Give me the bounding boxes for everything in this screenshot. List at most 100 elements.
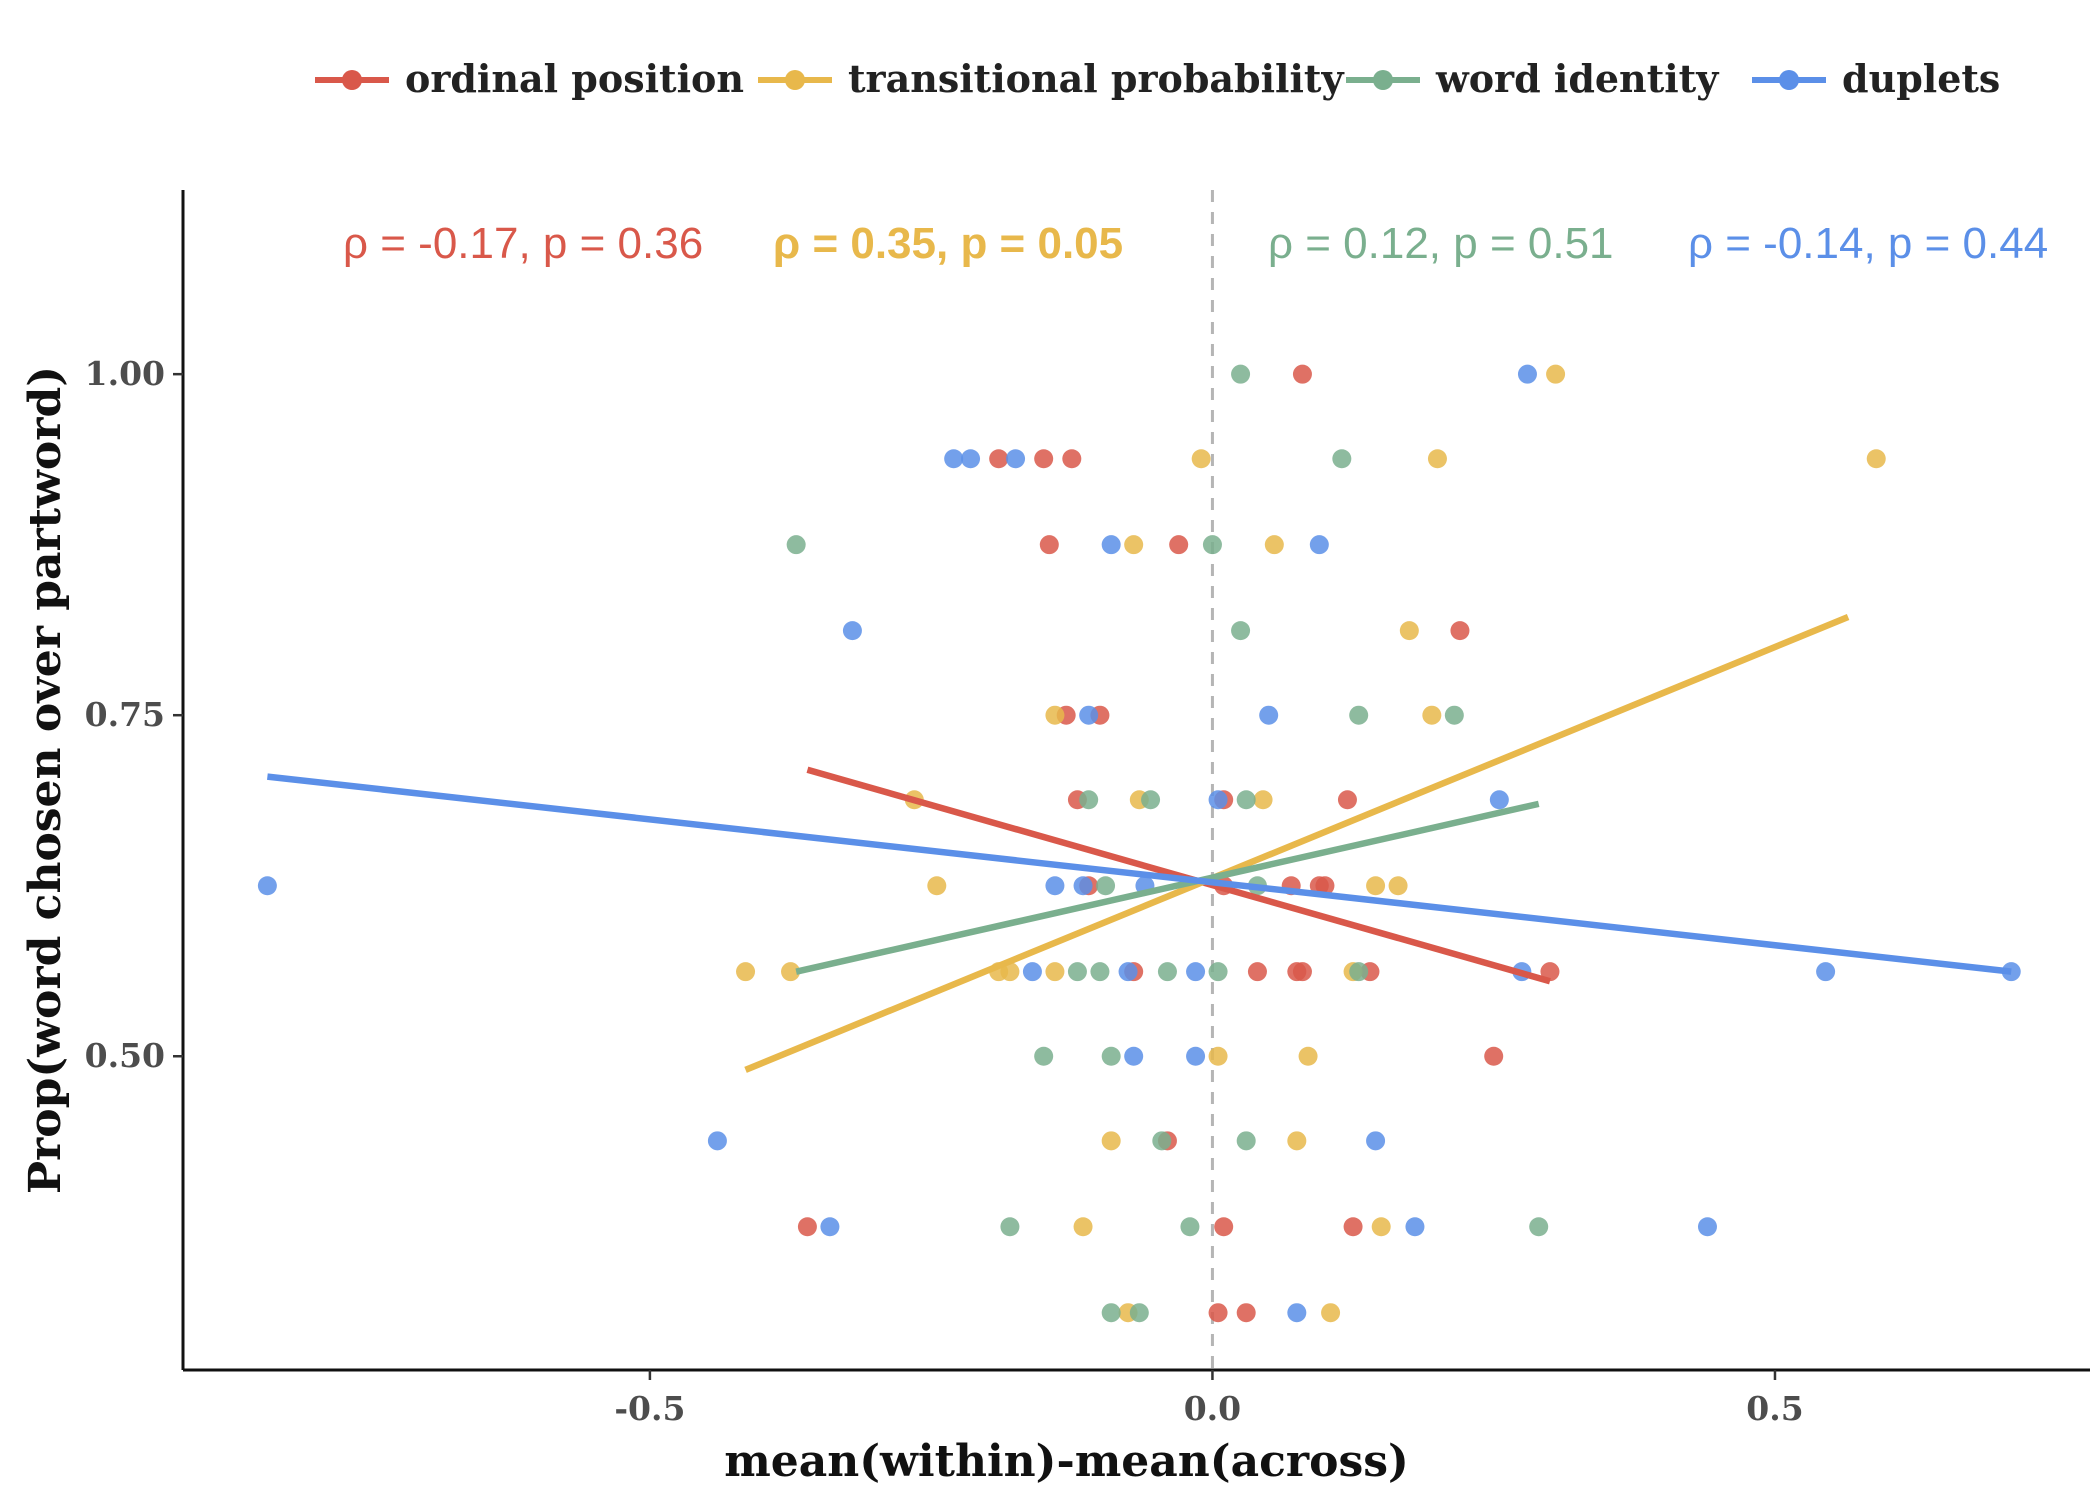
data-point (1118, 962, 1138, 982)
data-point (1366, 876, 1386, 896)
data-point (1006, 449, 1026, 469)
data-point (1045, 705, 1065, 725)
legend-key-point (1373, 70, 1393, 90)
data-point (1292, 364, 1312, 384)
legend-key-point (342, 70, 362, 90)
correlation-annotation-duplets: ρ = -0.14, p = 0.44 (1688, 219, 2048, 268)
data-point (1388, 876, 1408, 896)
legend-item-word-identity: word identity (1346, 56, 1719, 101)
data-point (1045, 962, 1065, 982)
data-point (1253, 790, 1273, 810)
data-point (1208, 1046, 1228, 1066)
legend-label: duplets (1842, 56, 2000, 101)
data-point (1315, 876, 1335, 896)
points-transitional-probability (736, 364, 1886, 1323)
legend-label: transitional probability (848, 56, 1344, 101)
data-point (1062, 449, 1082, 469)
points-duplets (257, 364, 2021, 1323)
data-point (1079, 790, 1099, 810)
fit-lines (267, 613, 2012, 1073)
data-point (1124, 1046, 1144, 1066)
data-point (842, 621, 862, 641)
data-point (1349, 705, 1369, 725)
data-point (1259, 705, 1279, 725)
data-point (1208, 1303, 1228, 1323)
fit-line-duplets (267, 773, 2012, 975)
data-point (1079, 705, 1099, 725)
data-point (1332, 449, 1352, 469)
legend-label: ordinal position (405, 56, 744, 101)
data-point (1427, 449, 1447, 469)
data-point (1180, 1217, 1200, 1237)
data-point (1540, 962, 1560, 982)
data-point (1034, 449, 1054, 469)
data-point (1090, 962, 1110, 982)
data-point (1405, 1217, 1425, 1237)
correlation-annotation-transitional-probability: ρ = 0.35, p = 0.05 (773, 219, 1123, 268)
data-point (1287, 1303, 1307, 1323)
data-point (1349, 962, 1369, 982)
data-point (1546, 364, 1566, 384)
data-point (1186, 1046, 1206, 1066)
data-point (1101, 535, 1121, 555)
y-tick-label: 0.75 (85, 695, 165, 734)
data-point (1231, 621, 1251, 641)
data-point (1067, 962, 1087, 982)
data-point (1450, 621, 1470, 641)
data-point (736, 962, 756, 982)
data-point (1191, 449, 1211, 469)
data-point (1129, 1303, 1149, 1323)
data-point (1309, 535, 1329, 555)
data-point (1236, 1131, 1256, 1151)
fit-line-transitional-probability (744, 613, 1850, 1073)
y-tick-label: 0.50 (85, 1036, 165, 1075)
legend-key-point (1779, 70, 1799, 90)
data-point (961, 449, 981, 469)
data-point (1124, 535, 1144, 555)
data-point (1214, 1217, 1234, 1237)
x-axis-title: mean(within)-mean(across) (724, 1436, 1409, 1487)
data-point (1287, 962, 1307, 982)
data-point (1186, 962, 1206, 982)
data-point (1208, 962, 1228, 982)
data-point (989, 449, 1009, 469)
x-tick-label: -0.5 (614, 1389, 685, 1428)
data-point (1321, 1303, 1341, 1323)
data-point (820, 1217, 840, 1237)
data-point (1169, 535, 1189, 555)
legend-key-point (785, 70, 805, 90)
data-point (1073, 1217, 1093, 1237)
correlation-annotation-word-identity: ρ = 0.12, p = 0.51 (1268, 219, 1614, 268)
data-point (1073, 876, 1093, 896)
data-point (1264, 535, 1284, 555)
legend-item-ordinal-position: ordinal position (315, 56, 744, 101)
x-tick-label: 0.5 (1746, 1389, 1803, 1428)
data-point (1444, 705, 1464, 725)
legend: ordinal position transitional probability… (315, 56, 2000, 101)
data-point (1697, 1217, 1717, 1237)
data-point (1422, 705, 1442, 725)
axes (181, 190, 2090, 1372)
data-point (786, 535, 806, 555)
data-point (1101, 1131, 1121, 1151)
x-axis-ticks: -0.5 0.0 0.5 (614, 1370, 1804, 1428)
points-ordinal-position (797, 364, 1560, 1323)
data-point (1287, 1131, 1307, 1151)
legend-label: word identity (1435, 56, 1719, 101)
y-tick-label: 1.00 (85, 354, 165, 393)
data-point (1529, 1217, 1549, 1237)
data-point (1141, 790, 1161, 810)
data-point (1208, 790, 1228, 810)
fit-line-word-identity (795, 800, 1540, 975)
data-point (1366, 1131, 1386, 1151)
data-point (1152, 1131, 1172, 1151)
data-point (1157, 962, 1177, 982)
points-word-identity (786, 364, 1549, 1323)
data-point (1101, 1046, 1121, 1066)
data-point (1247, 962, 1267, 982)
legend-item-transitional-probability: transitional probability (758, 56, 1344, 101)
data-point (257, 876, 277, 896)
y-axis-ticks: 0.50 0.75 1.00 (85, 354, 183, 1075)
data-point (1517, 364, 1537, 384)
